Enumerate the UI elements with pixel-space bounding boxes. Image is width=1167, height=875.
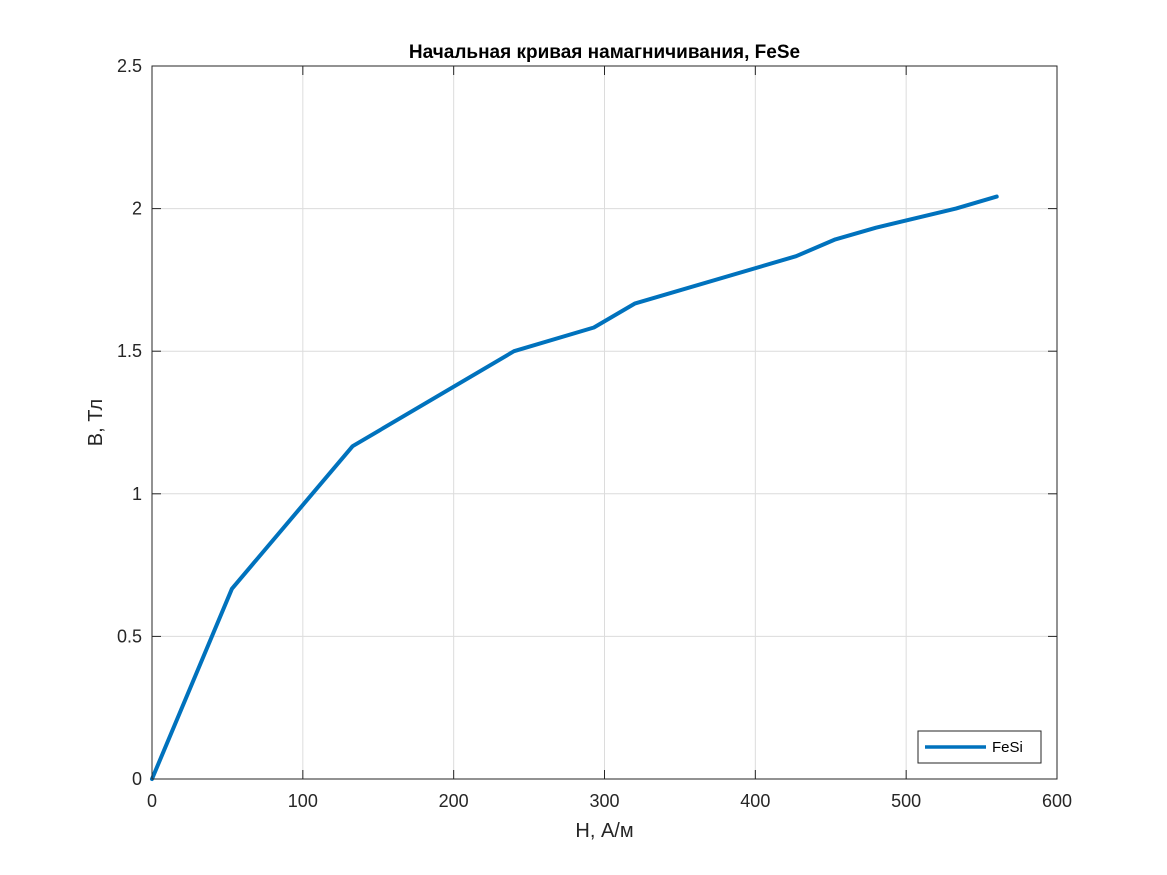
x-tick-label: 600 xyxy=(1042,791,1072,811)
x-tick-label: 400 xyxy=(740,791,770,811)
x-tick-label: 500 xyxy=(891,791,921,811)
chart-title: Начальная кривая намагничивания, FeSe xyxy=(409,42,800,63)
x-tick-label: 300 xyxy=(589,791,619,811)
y-axis-label: B, Тл xyxy=(85,399,107,446)
grid xyxy=(152,66,1057,779)
ticks xyxy=(151,65,1058,780)
series-line-fesi xyxy=(150,194,999,781)
x-axis-label: H, А/м xyxy=(575,820,633,842)
x-tick-label: 0 xyxy=(147,791,157,811)
y-tick-label: 0.5 xyxy=(117,626,142,646)
series-layer xyxy=(150,194,999,781)
legend: FeSi xyxy=(917,730,1042,764)
y-tick-label: 1 xyxy=(132,484,142,504)
y-tick-label: 2.5 xyxy=(117,56,142,76)
legend-label-fesi: FeSi xyxy=(992,739,1023,756)
x-tick-label: 100 xyxy=(288,791,318,811)
x-tick-label: 200 xyxy=(439,791,469,811)
tick-labels: 0 100 200 300 400 500 600 0 0.5 1 1.5 2 2.5 xyxy=(117,56,1072,811)
y-tick-label: 0 xyxy=(132,769,142,789)
y-tick-label: 1.5 xyxy=(117,341,142,361)
y-tick-label: 2 xyxy=(132,199,142,219)
